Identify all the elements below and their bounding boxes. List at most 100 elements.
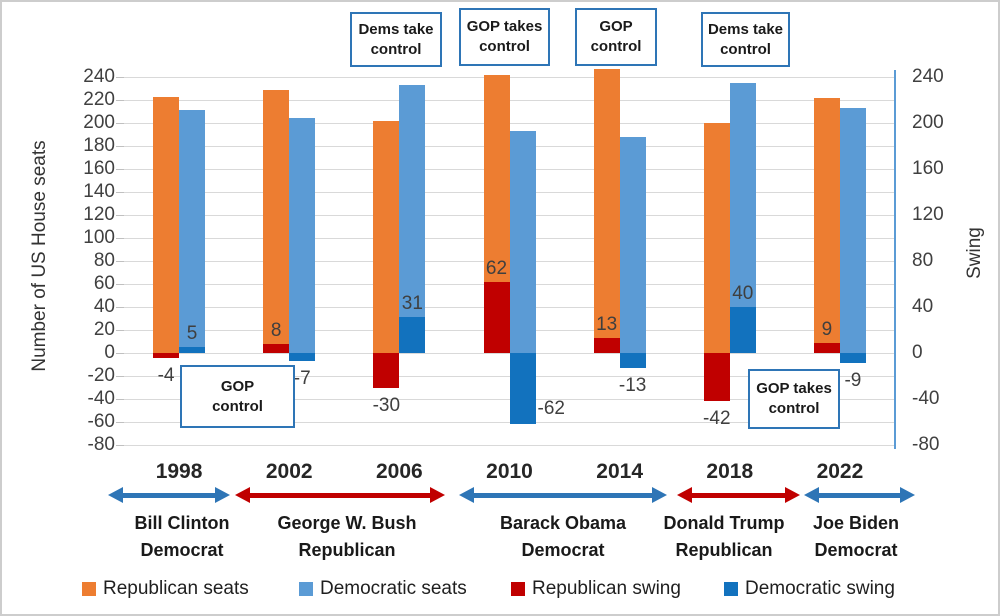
left-axis-tick-label: -60 [87,411,115,432]
legend-item-republican-seats: Republican seats [82,578,292,599]
data-label-democratic-swing-1998: 5 [186,323,198,345]
data-label-republican-swing-1998: -4 [157,364,175,386]
data-label-democratic-swing-2010: -62 [537,398,565,420]
right-axis-tick-label: 200 [912,112,944,133]
legend-swatch-democratic-seats [299,582,313,596]
bar-democratic-swing-1998 [179,347,206,353]
legend-swatch-republican-seats [82,582,96,596]
data-label-republican-swing-2010: 62 [485,257,508,279]
bar-democratic-seats-2010 [509,131,536,353]
left-tick-200 [116,123,124,124]
bar-democratic-swing-2010 [509,353,536,425]
x-axis-label-2006: 2006 [375,460,423,483]
left-axis-tick-label: 100 [83,227,115,248]
right-axis-tick-label: 240 [912,66,944,87]
gridline-200 [124,123,895,124]
callout-gop-control-2014: GOP control [575,8,657,66]
president-label-bill-clinton: Bill Clinton Democrat [134,513,230,560]
x-axis-label-1998: 1998 [155,460,203,483]
bar-democratic-swing-2022 [839,353,866,364]
bar-republican-seats-2002 [263,89,290,353]
left-axis-tick-label: 20 [93,319,115,340]
callout-dems-take-control-2018: Dems take control [701,12,790,67]
president-label-donald-trump: Donald Trump Republican [663,513,785,560]
left-tick--60 [116,422,124,423]
bar-republican-swing-2014 [593,338,620,353]
bar-democratic-seats-1998 [179,110,206,353]
bar-democratic-swing-2006 [399,317,426,353]
left-axis-tick-label: -80 [87,434,115,455]
callout-gop-takes-control-2022: GOP takes control [748,369,840,429]
president-label-george-w-bush: George W. Bush Republican [277,513,417,560]
bar-republican-swing-2006 [373,353,400,388]
arrow-right-head [900,487,915,503]
x-axis-label-2014: 2014 [596,460,643,483]
callout-gop-control-1998: GOP control [180,365,295,428]
right-axis-tick-label: 160 [912,158,944,179]
bar-republican-seats-2022 [813,97,840,353]
bar-democratic-swing-2014 [619,353,646,368]
left-axis-tick-label: 160 [83,158,115,179]
gridline--80 [124,445,895,446]
left-axis-tick-label: -20 [87,365,115,386]
bar-democratic-swing-2018 [729,307,756,353]
president-label-barack-obama: Barack Obama Democrat [499,513,627,560]
right-axis-tick-label: -40 [912,388,940,409]
bar-republican-seats-2006 [373,120,400,353]
president-label-joe-biden: Joe Biden Democrat [812,513,900,560]
left-tick-160 [116,169,124,170]
right-axis-tick-label: 40 [912,296,934,317]
legend-label: Republican seats [103,578,249,599]
bar-republican-swing-2018 [703,353,730,402]
bar-republican-seats-2014 [593,68,620,353]
x-axis-label-2002: 2002 [265,460,313,483]
left-tick-60 [116,284,124,285]
left-axis-tick-label: 40 [93,296,115,317]
callout-dems-take-control-2006: Dems take control [350,12,442,67]
left-tick-80 [116,261,124,262]
right-axis-tick-label: 120 [912,204,944,225]
legend-swatch-republican-swing [511,582,525,596]
legend-item-democratic-swing: Democratic swing [724,578,934,599]
term-arrow-shaft [121,493,217,498]
bar-republican-swing-2022 [813,342,840,353]
left-axis-tick-label: 220 [83,89,115,110]
bar-democratic-seats-2014 [619,136,646,353]
bar-republican-seats-2018 [703,123,730,353]
legend-label: Republican swing [532,578,681,599]
left-tick-240 [116,77,124,78]
term-arrow-bill-clinton [108,487,230,503]
data-label-republican-swing-2022: 9 [821,318,833,340]
left-tick-100 [116,238,124,239]
legend-item-republican-swing: Republican swing [511,578,721,599]
right-axis-line [894,70,896,449]
left-tick-20 [116,330,124,331]
legend-label: Democratic seats [320,578,467,599]
gridline-220 [124,100,895,101]
right-axis-tick-label: 80 [912,250,934,271]
data-label-democratic-swing-2022: -9 [844,370,862,392]
x-axis-label-2022: 2022 [816,460,864,483]
bar-republican-swing-2002 [263,343,290,353]
legend-label: Democratic swing [745,578,895,599]
gridline-240 [124,77,895,78]
term-arrow-donald-trump [677,487,800,503]
term-arrow-george-w-bush [235,487,445,503]
x-axis-label-2018: 2018 [706,460,754,483]
arrow-right-head [652,487,667,503]
bar-republican-swing-2010 [483,281,510,353]
left-tick-220 [116,100,124,101]
bar-democratic-swing-2002 [289,353,316,362]
left-axis-tick-label: 180 [83,135,115,156]
term-arrow-joe-biden [804,487,915,503]
left-tick-140 [116,192,124,193]
bar-democratic-seats-2006 [399,85,426,353]
data-label-republican-swing-2018: -42 [703,408,731,430]
legend-item-democratic-seats: Democratic seats [299,578,509,599]
left-axis-tick-label: -40 [87,388,115,409]
left-tick-120 [116,215,124,216]
arrow-left-head [235,487,250,503]
arrow-left-head [804,487,819,503]
left-axis-tick-label: 60 [93,273,115,294]
